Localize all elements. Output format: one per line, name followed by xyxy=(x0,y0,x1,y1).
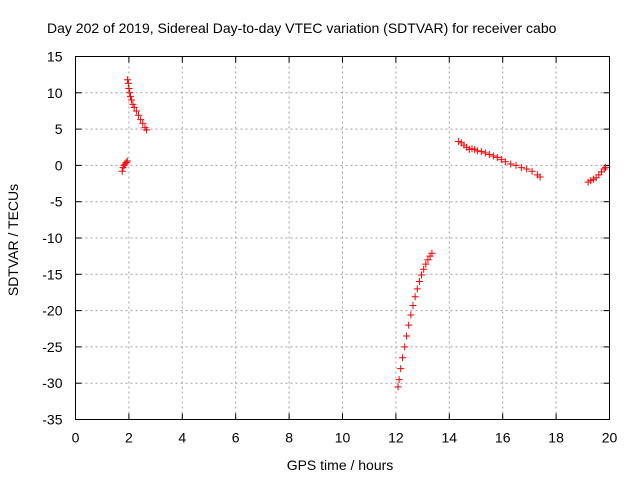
data-point xyxy=(418,271,426,279)
data-point xyxy=(137,116,145,124)
data-point xyxy=(139,119,147,127)
data-point xyxy=(394,383,402,391)
data-point xyxy=(135,111,143,119)
data-point xyxy=(485,151,493,159)
y-tick-label: -20 xyxy=(42,303,62,319)
plot-frame xyxy=(75,56,610,420)
data-point xyxy=(124,79,132,87)
data-point xyxy=(411,293,419,301)
data-point xyxy=(126,89,134,97)
x-tick-label: 6 xyxy=(232,430,240,446)
data-point xyxy=(501,158,509,166)
x-tick-label: 10 xyxy=(335,430,351,446)
y-tick-label: -30 xyxy=(42,375,62,391)
data-point xyxy=(401,343,409,351)
data-point xyxy=(118,167,126,175)
x-axis-title: GPS time / hours xyxy=(287,457,394,473)
y-tick-label: -25 xyxy=(42,339,62,355)
data-point xyxy=(407,311,415,319)
y-tick-label: 10 xyxy=(47,85,63,101)
data-point xyxy=(497,156,505,164)
data-point xyxy=(122,158,130,166)
data-point xyxy=(420,265,428,273)
data-point xyxy=(600,165,608,173)
data-point xyxy=(493,153,501,161)
x-tick-label: 4 xyxy=(178,430,186,446)
x-tick-label: 20 xyxy=(602,430,618,446)
x-tick-label: 18 xyxy=(548,430,564,446)
data-point xyxy=(405,321,413,329)
data-point xyxy=(601,164,609,172)
data-points xyxy=(118,76,609,391)
y-tick-label: -5 xyxy=(50,194,63,210)
data-point xyxy=(399,354,407,362)
data-point xyxy=(124,76,132,84)
x-tick-label: 2 xyxy=(125,430,133,446)
data-point xyxy=(409,302,417,310)
data-point xyxy=(523,165,531,173)
data-point xyxy=(536,173,544,181)
data-point xyxy=(125,84,133,92)
x-tick-label: 0 xyxy=(72,430,80,446)
data-point xyxy=(424,256,432,264)
chart-title: Day 202 of 2019, Sidereal Day-to-day VTE… xyxy=(47,20,557,36)
axis-ticks: 0 2 4 6 8 10 12 14 16 18 20 -35 -30 -25 -20 -15 -10 -5 0 5 1… xyxy=(42,49,617,446)
grid xyxy=(75,56,610,420)
data-point xyxy=(517,164,525,172)
data-point xyxy=(403,332,411,340)
data-point xyxy=(489,152,497,160)
data-point xyxy=(477,148,485,156)
y-tick-label: -10 xyxy=(42,230,62,246)
data-point xyxy=(123,157,131,165)
x-tick-label: 16 xyxy=(495,430,511,446)
data-point xyxy=(413,285,421,293)
data-point xyxy=(143,126,151,134)
data-point xyxy=(127,92,135,100)
data-point xyxy=(528,167,536,175)
data-point xyxy=(129,100,137,108)
data-point xyxy=(132,107,140,115)
data-point xyxy=(397,365,405,373)
y-tick-label: -15 xyxy=(42,266,62,282)
y-axis-title: SDTVAR / TECUs xyxy=(5,184,21,296)
x-tick-label: 12 xyxy=(388,430,404,446)
y-tick-label: 15 xyxy=(47,49,63,65)
data-point xyxy=(415,278,423,286)
data-point xyxy=(507,160,515,168)
x-tick-label: 14 xyxy=(442,430,458,446)
data-point xyxy=(128,96,136,104)
y-tick-label: 5 xyxy=(55,121,63,137)
data-point xyxy=(130,103,138,111)
data-point xyxy=(422,260,430,268)
data-point xyxy=(481,149,489,157)
data-point xyxy=(512,161,520,169)
x-tick-label: 8 xyxy=(285,430,293,446)
y-tick-label: -35 xyxy=(42,412,62,428)
data-point xyxy=(395,376,403,384)
data-point xyxy=(428,249,436,257)
y-tick-label: 0 xyxy=(55,157,63,173)
data-point xyxy=(473,147,481,155)
